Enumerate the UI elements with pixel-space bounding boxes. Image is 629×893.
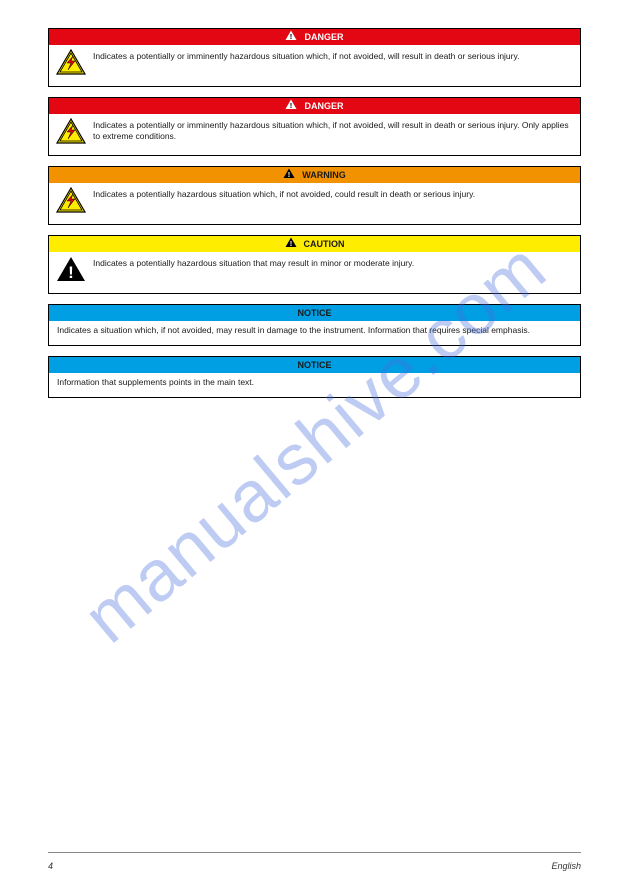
danger-box: ! DANGER Indicates a potentially or immi…: [48, 97, 581, 156]
caution-box: ! CAUTION ! Indicates a potentially haza…: [48, 235, 581, 294]
danger-body-text: Indicates a potentially or imminently ha…: [93, 118, 574, 141]
danger-body: Indicates a potentially or imminently ha…: [49, 45, 580, 86]
notice-body: Information that supplements points in t…: [49, 373, 580, 397]
caution-header: ! CAUTION: [49, 236, 580, 252]
footer-language: English: [551, 861, 581, 871]
page-number: 4: [48, 861, 53, 871]
caution-body-text: Indicates a potentially hazardous situat…: [93, 256, 414, 269]
exclamation-icon: !: [55, 256, 87, 289]
warning-triangle-icon: !: [283, 166, 298, 184]
danger-box: ! DANGER Indicates a potentially or immi…: [48, 28, 581, 87]
danger-header: ! DANGER: [49, 29, 580, 45]
notice-header: NOTICE: [49, 357, 580, 373]
electric-hazard-icon: [55, 49, 87, 82]
danger-body: Indicates a potentially or imminently ha…: [49, 114, 580, 155]
caution-body: ! Indicates a potentially hazardous situ…: [49, 252, 580, 293]
svg-text:!: !: [68, 263, 74, 282]
warning-header: ! WARNING: [49, 167, 580, 183]
warning-triangle-icon: !: [285, 235, 300, 253]
caution-header-label: CAUTION: [304, 239, 345, 249]
electric-hazard-icon: [55, 187, 87, 220]
notice-header-label: NOTICE: [297, 360, 331, 370]
warning-header-label: WARNING: [302, 170, 346, 180]
svg-text:!: !: [289, 239, 292, 248]
warning-triangle-icon: !: [285, 28, 300, 46]
danger-header-label: DANGER: [304, 101, 343, 111]
warning-body: Indicates a potentially hazardous situat…: [49, 183, 580, 224]
electric-hazard-icon: [55, 118, 87, 151]
notice-body: Indicates a situation which, if not avoi…: [49, 321, 580, 345]
notice-body-text: Indicates a situation which, if not avoi…: [57, 325, 530, 336]
boxes-container: ! DANGER Indicates a potentially or immi…: [48, 28, 581, 398]
danger-body-text: Indicates a potentially or imminently ha…: [93, 49, 519, 62]
notice-header: NOTICE: [49, 305, 580, 321]
warning-body-text: Indicates a potentially hazardous situat…: [93, 187, 475, 200]
notice-body-text: Information that supplements points in t…: [57, 377, 254, 388]
svg-text:!: !: [290, 32, 293, 41]
svg-text:!: !: [290, 101, 293, 110]
warning-box: ! WARNING Indicates a potentially hazard…: [48, 166, 581, 225]
notice-box: NOTICE Indicates a situation which, if no…: [48, 304, 581, 346]
warning-triangle-icon: !: [285, 97, 300, 115]
danger-header-label: DANGER: [304, 32, 343, 42]
notice-header-label: NOTICE: [297, 308, 331, 318]
notice-box: NOTICE Information that supplements point…: [48, 356, 581, 398]
danger-header: ! DANGER: [49, 98, 580, 114]
svg-text:!: !: [288, 170, 291, 179]
footer-rule: [48, 852, 581, 853]
